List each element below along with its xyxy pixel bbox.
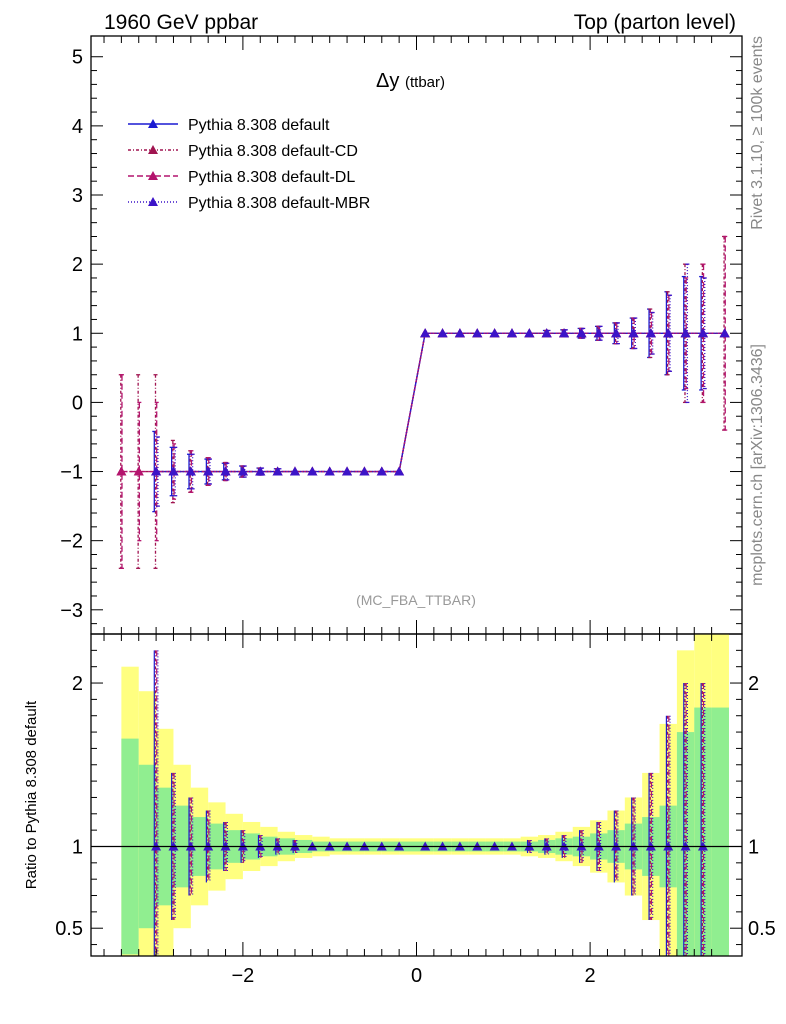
- plot-title-symbol: Δy: [376, 70, 399, 92]
- series-1: [116, 235, 730, 569]
- legend-marker: [148, 145, 158, 154]
- data-point: [489, 328, 500, 338]
- data-point: [376, 466, 387, 476]
- data-point: [628, 328, 639, 338]
- data-point: [220, 466, 231, 476]
- legend-label: Pythia 8.308 default-CD: [188, 143, 358, 160]
- y-tick-label: 0: [72, 392, 83, 414]
- plot-title-subscript: (ttbar): [405, 74, 445, 91]
- x-tick-label: −2: [231, 965, 254, 987]
- data-point: [437, 328, 448, 338]
- data-point: [506, 328, 517, 338]
- ratio-panel: 0.5 0.5 1 1 2 2 −2 0 2: [55, 633, 776, 987]
- data-point: [255, 466, 266, 476]
- data-point: [645, 328, 656, 338]
- legend-marker: [148, 119, 158, 128]
- legend-label: Pythia 8.308 default-DL: [188, 169, 355, 186]
- series-line: [156, 332, 725, 473]
- data-point: [116, 466, 127, 476]
- data-point: [185, 466, 196, 476]
- series-line: [121, 332, 725, 473]
- analysis-watermark: (MC_FBA_TTBAR): [356, 592, 476, 608]
- process-label: Top (parton level): [574, 11, 736, 34]
- legend-marker: [148, 197, 158, 206]
- data-point: [168, 466, 179, 476]
- y-tick-label: 5: [72, 47, 83, 69]
- mcplots-label: mcplots.cern.ch [arXiv:1306.3436]: [749, 344, 766, 586]
- data-point: [697, 328, 708, 338]
- legend-label: Pythia 8.308 default: [188, 117, 330, 134]
- y-tick-label: 3: [72, 185, 83, 207]
- ratio-y-tick-label-left: 2: [72, 673, 83, 695]
- data-point: [663, 328, 674, 338]
- data-point: [593, 328, 604, 338]
- data-point: [454, 328, 465, 338]
- data-point: [611, 328, 622, 338]
- ratio-y-tick-label-left: 1: [72, 836, 83, 858]
- data-point: [203, 466, 214, 476]
- rivet-version-label: Rivet 3.1.10, ≥ 100k events: [749, 36, 766, 230]
- energy-label: 1960 GeV ppbar: [104, 11, 258, 34]
- x-tick-label: 0: [411, 965, 422, 987]
- y-tick-label: 1: [72, 323, 83, 345]
- data-point: [359, 466, 370, 476]
- ratio-y-axis-label: Ratio to Pythia 8.308 default: [23, 700, 40, 889]
- series-2: [116, 235, 730, 569]
- y-tick-label: −1: [60, 462, 83, 484]
- data-point: [719, 328, 730, 338]
- data-point: [237, 466, 248, 476]
- series-3: [151, 263, 730, 507]
- ratio-y-tick-label-right: 0.5: [748, 918, 776, 940]
- ratio-y-tick-label-right: 2: [748, 673, 759, 695]
- y-tick-label: 2: [72, 254, 83, 276]
- data-point: [133, 466, 144, 476]
- data-point: [151, 466, 162, 476]
- data-point: [576, 328, 587, 338]
- data-point: [307, 466, 318, 476]
- data-point: [324, 466, 335, 476]
- data-point: [289, 466, 300, 476]
- data-point: [524, 328, 535, 338]
- data-point: [342, 466, 353, 476]
- data-point: [559, 328, 570, 338]
- legend-marker: [148, 171, 158, 180]
- y-tick-label: −2: [60, 531, 83, 553]
- y-tick-label: 4: [72, 116, 83, 138]
- main-panel: −3 −2 −1 0 1 2 3 4 5: [60, 35, 743, 635]
- data-point: [472, 328, 483, 338]
- series-line: [156, 332, 725, 473]
- ratio-band-inner: [711, 707, 729, 956]
- data-point: [394, 466, 405, 476]
- series-line: [121, 332, 725, 473]
- x-tick-label: 2: [585, 965, 596, 987]
- ratio-y-tick-label-left: 0.5: [55, 918, 83, 940]
- data-point: [541, 328, 552, 338]
- legend: Pythia 8.308 default Pythia 8.308 default…: [128, 117, 370, 212]
- data-point: [680, 328, 691, 338]
- data-point: [420, 328, 431, 338]
- data-point: [272, 466, 283, 476]
- ratio-y-tick-label-right: 1: [748, 836, 759, 858]
- y-tick-label: −3: [60, 600, 83, 622]
- legend-label: Pythia 8.308 default-MBR: [188, 195, 370, 212]
- series-0: [151, 275, 730, 513]
